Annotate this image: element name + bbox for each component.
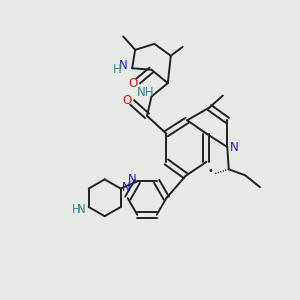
Text: H: H (113, 63, 122, 76)
Text: NH: NH (137, 85, 154, 98)
Text: •: • (208, 167, 214, 176)
Text: N: N (128, 172, 136, 185)
Text: H: H (72, 203, 81, 216)
Text: O: O (128, 77, 137, 90)
Text: N: N (119, 59, 128, 72)
Text: N: N (122, 181, 130, 194)
Text: O: O (122, 94, 131, 106)
Text: N: N (77, 203, 86, 216)
Text: N: N (230, 140, 238, 154)
